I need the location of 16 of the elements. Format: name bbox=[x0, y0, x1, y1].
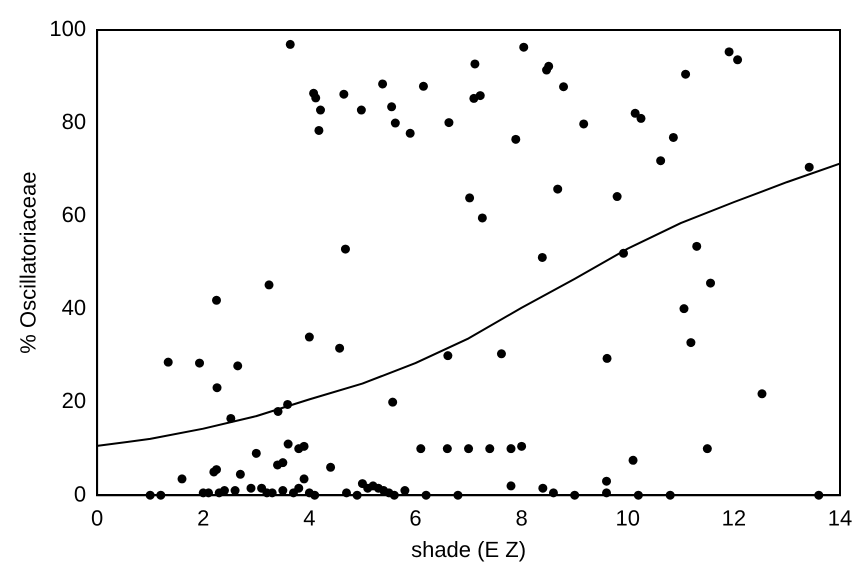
y-tick-label: 100 bbox=[49, 16, 86, 42]
x-axis-title: shade (E Z) bbox=[411, 536, 526, 562]
x-tick-label: 0 bbox=[90, 505, 104, 530]
x-tick-label: 14 bbox=[828, 505, 852, 530]
x-tick-label: 6 bbox=[409, 505, 422, 530]
y-tick-label: 20 bbox=[62, 388, 86, 414]
x-tick-label: 12 bbox=[722, 505, 746, 530]
x-tick-label: 8 bbox=[515, 505, 528, 530]
y-tick-label: 60 bbox=[62, 202, 86, 228]
y-tick-label: 0 bbox=[74, 481, 86, 506]
y-axis-title: % Oscillatoriaceae bbox=[15, 172, 40, 354]
x-tick-label: 2 bbox=[197, 505, 210, 530]
y-tick-label: 40 bbox=[62, 295, 86, 320]
y-tick-label: 80 bbox=[62, 109, 86, 134]
x-tick-label: 10 bbox=[616, 505, 640, 530]
x-tick-label: 4 bbox=[303, 505, 316, 530]
